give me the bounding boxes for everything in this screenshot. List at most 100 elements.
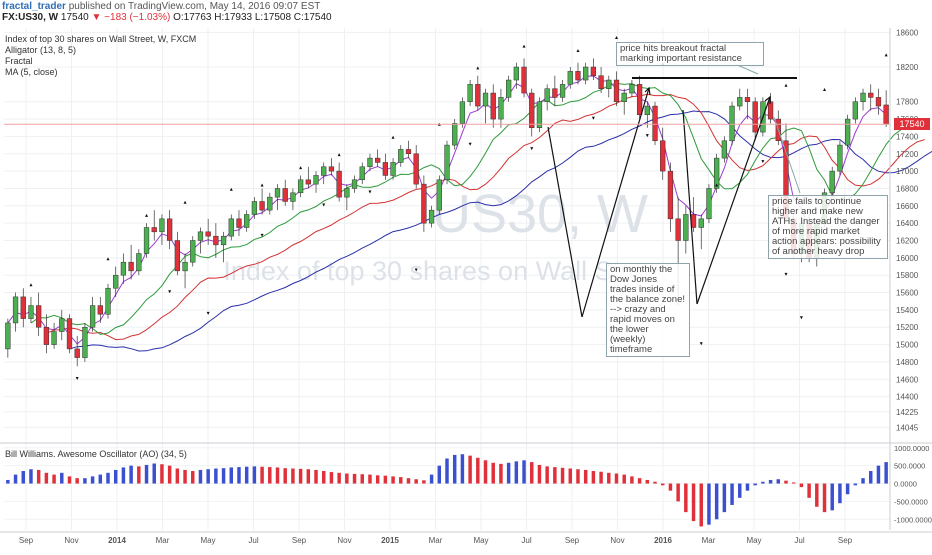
- price-tick-label: 15400: [896, 306, 919, 315]
- ao-title[interactable]: Bill Williams. Awesome Oscillator (AO) (…: [5, 449, 187, 459]
- time-tick-label: Mar: [156, 536, 170, 545]
- candle: [845, 115, 850, 150]
- time-tick-label: May: [200, 536, 215, 545]
- symbol-name[interactable]: FX:US30, W: [2, 12, 58, 23]
- ao-bar: [753, 484, 756, 486]
- time-tick-label: Sep: [292, 536, 307, 545]
- candle-body: [745, 97, 750, 101]
- candle-body: [213, 236, 218, 245]
- ao-bar: [129, 466, 132, 484]
- candle-body: [368, 158, 373, 167]
- ao-bar: [877, 466, 880, 484]
- ao-bar: [14, 475, 17, 484]
- candle-body: [753, 102, 758, 132]
- publish-line: fractal_trader published on TradingView.…: [2, 1, 320, 12]
- ao-tick-label: 0.0000: [894, 480, 917, 489]
- ao-tick-label: -1000.0000: [894, 515, 932, 524]
- time-tick-label: May: [746, 536, 761, 545]
- ao-bar: [29, 469, 32, 483]
- ao-bar: [307, 469, 310, 483]
- candle-body: [298, 180, 303, 193]
- ao-bar: [314, 470, 317, 484]
- watermark-name: Index of top 30 shares on Wall Street: [223, 256, 667, 286]
- candle-body: [576, 71, 581, 80]
- price-tick-label: 16200: [896, 237, 919, 246]
- ao-bar: [838, 484, 841, 504]
- time-tick-label: Jul: [248, 536, 258, 545]
- price-tick-label: 16400: [896, 219, 919, 228]
- publisher-name[interactable]: fractal_trader: [2, 1, 66, 12]
- indicator-alligator[interactable]: Alligator (13, 8, 5): [5, 45, 76, 55]
- ao-bar: [630, 476, 633, 483]
- annotation-fail[interactable]: price fails to continue higher and make …: [768, 195, 888, 259]
- price-tick-label: 17800: [896, 98, 919, 107]
- candle-body: [668, 171, 673, 219]
- ao-bar: [253, 466, 256, 483]
- candle-body: [568, 71, 573, 84]
- price-tick-label: 16800: [896, 184, 919, 193]
- time-tick-label: Sep: [565, 536, 580, 545]
- price-tick-label: 15600: [896, 289, 919, 298]
- ao-bar: [322, 471, 325, 484]
- candle-body: [106, 288, 111, 314]
- candle-body: [514, 67, 519, 80]
- candle-body: [660, 141, 665, 171]
- candle-body: [167, 219, 172, 241]
- ao-bar: [268, 467, 271, 483]
- candle-body: [275, 188, 280, 197]
- ao-bar: [214, 469, 217, 484]
- candle-body: [730, 106, 735, 141]
- candle-body: [329, 167, 334, 171]
- last-price-tag: 17540: [894, 118, 930, 130]
- time-tick-label: Sep: [19, 536, 34, 545]
- annotation-resistance[interactable]: price hits breakout fractal marking impo…: [616, 42, 764, 66]
- candle-body: [21, 297, 26, 319]
- candle-body: [44, 327, 49, 344]
- ao-bar: [145, 465, 148, 484]
- ao-bar: [99, 475, 102, 484]
- indicator-fractal[interactable]: Fractal: [5, 56, 33, 66]
- candle-body: [737, 97, 742, 106]
- indicator-ma[interactable]: MA (5, close): [5, 67, 58, 77]
- ao-bar: [399, 477, 402, 483]
- ao-bar: [52, 475, 55, 484]
- price-tick-label: 15000: [896, 341, 919, 350]
- ao-bar: [553, 467, 556, 483]
- candle-body: [221, 236, 226, 245]
- candle-body: [314, 175, 319, 184]
- price-tick-label: 14800: [896, 358, 919, 367]
- candle-body: [676, 219, 681, 241]
- candle-body: [337, 171, 342, 197]
- time-tick-label: Jul: [521, 536, 531, 545]
- ao-bar: [646, 480, 649, 484]
- last-price: 17540: [61, 12, 89, 23]
- candle-body: [113, 275, 118, 288]
- candle-body: [868, 93, 873, 97]
- candle: [106, 284, 111, 319]
- candle: [190, 236, 195, 266]
- annotation-monthly[interactable]: on monthly the Dow Jones trades inside o…: [606, 263, 690, 357]
- price-tick-label: 14225: [896, 408, 919, 417]
- price-tick-label: 16000: [896, 254, 919, 263]
- ao-bar: [75, 478, 78, 483]
- time-tick-label: Nov: [337, 536, 351, 545]
- time-tick-label: Nov: [610, 536, 624, 545]
- price-tick-label: 17400: [896, 132, 919, 141]
- time-tick-label: Mar: [702, 536, 716, 545]
- ao-bar: [676, 484, 679, 502]
- candle-body: [306, 180, 311, 184]
- time-tick-label: May: [473, 536, 488, 545]
- ao-bar: [376, 475, 379, 483]
- ao-bar: [715, 484, 718, 520]
- ao-bar: [869, 471, 872, 484]
- ao-bar: [846, 484, 849, 495]
- ao-bar: [622, 475, 625, 484]
- ao-bar: [183, 470, 186, 484]
- ao-bar: [438, 466, 441, 484]
- time-tick-label: Nov: [64, 536, 78, 545]
- candle-body: [398, 149, 403, 162]
- ao-bar: [430, 475, 433, 484]
- ao-bar: [476, 458, 479, 484]
- ao-bar: [707, 484, 710, 525]
